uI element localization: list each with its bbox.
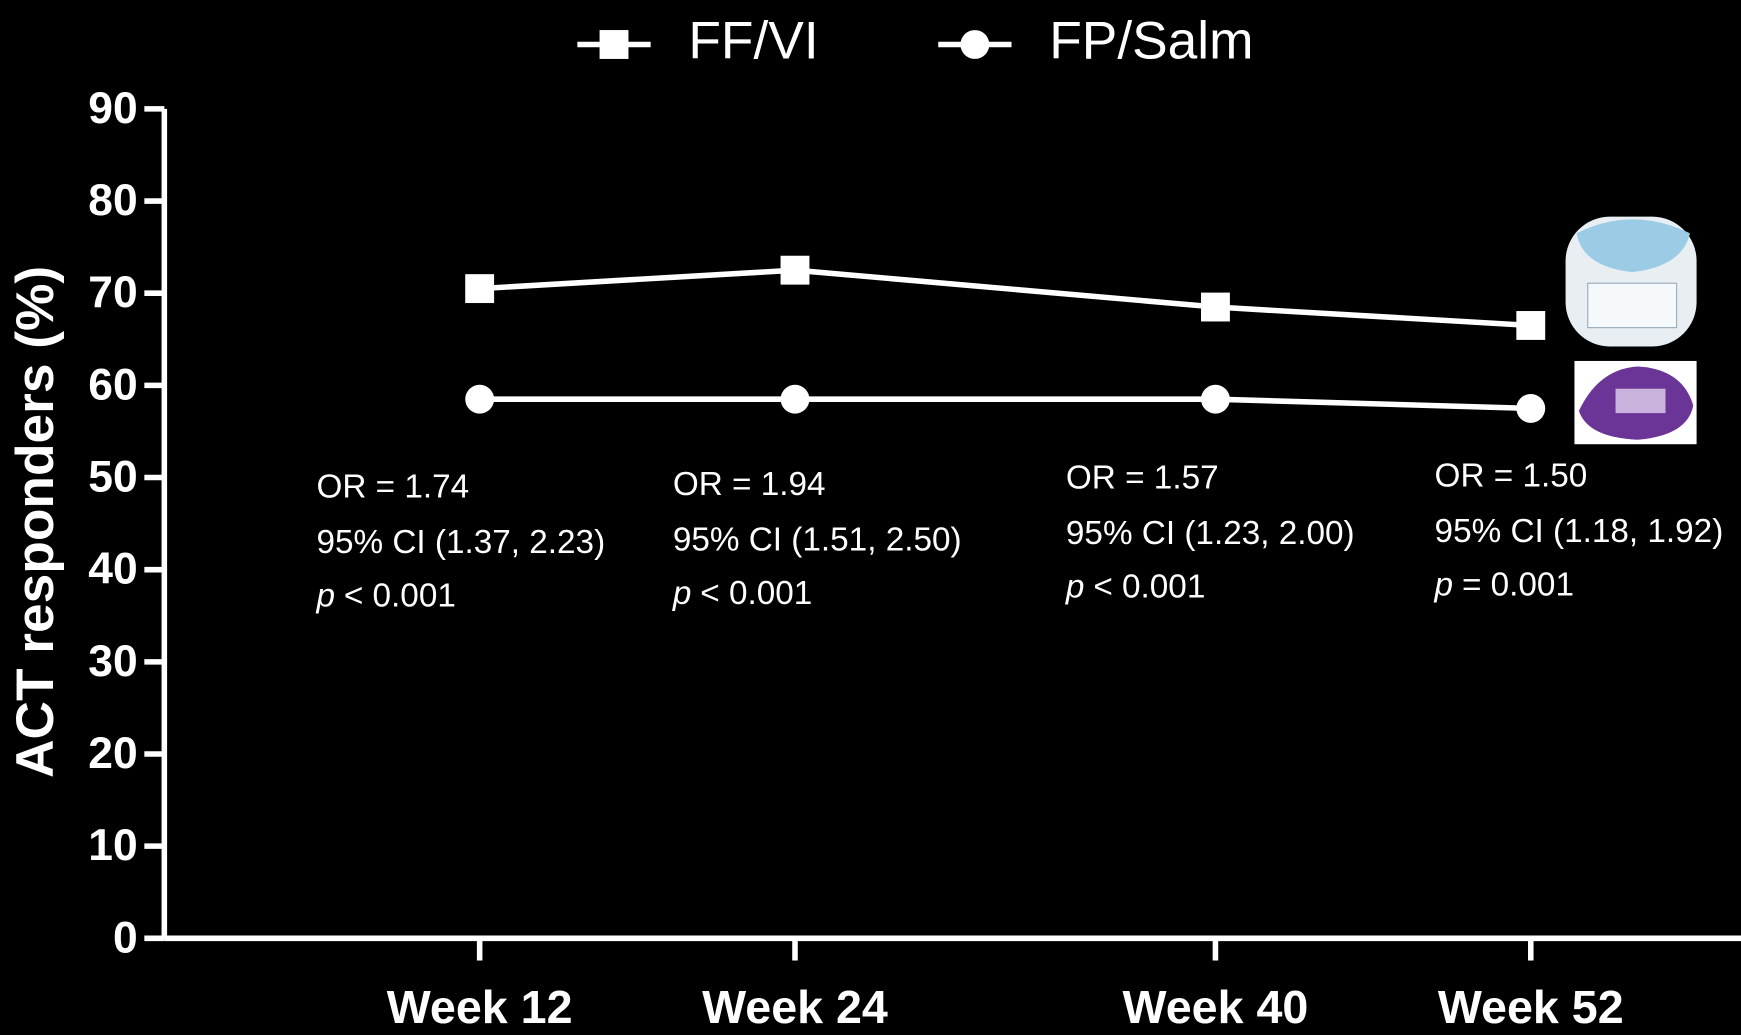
annotation-ci: 95% CI (1.18, 1.92) <box>1435 513 1724 550</box>
inhaler-diskus <box>1574 360 1697 445</box>
annotation-p-text: < 0.001 <box>344 577 456 614</box>
annotation-p-text: < 0.001 <box>1093 568 1205 605</box>
annotation-or: OR = 1.50 <box>1435 457 1588 494</box>
series-line <box>479 396 1531 412</box>
annotation-p-symbol: p <box>1434 566 1454 603</box>
annotation-p-symbol: p <box>315 577 335 614</box>
legend-label: FP/Salm <box>1049 12 1253 71</box>
marker <box>1201 292 1230 322</box>
y-tick-label: 40 <box>88 545 137 594</box>
annotation-p-symbol: p <box>1065 568 1085 605</box>
y-axis-label: ACT responders (%) <box>6 266 65 778</box>
marker <box>1516 311 1546 340</box>
marker <box>465 274 495 304</box>
y-tick-label: 70 <box>88 268 137 317</box>
annotation-ci: 95% CI (1.23, 2.00) <box>1066 515 1355 552</box>
annotation-or: OR = 1.57 <box>1066 460 1219 497</box>
x-tick-label: Week 40 <box>1123 981 1309 1033</box>
annotation-ci: 95% CI (1.51, 2.50) <box>673 522 962 559</box>
marker <box>780 384 810 414</box>
annotation-p-text: < 0.001 <box>700 575 812 612</box>
legend-label: FF/VI <box>688 12 818 71</box>
y-tick-label: 30 <box>88 637 137 686</box>
marker <box>1201 384 1230 414</box>
y-tick-label: 20 <box>88 729 137 778</box>
y-tick-label: 0 <box>113 913 138 962</box>
annotation-p: p < 0.001 <box>315 577 455 614</box>
x-tick-label: Week 52 <box>1438 981 1624 1033</box>
annotation-or: OR = 1.94 <box>673 466 826 503</box>
inhaler-ellipta <box>1565 216 1697 347</box>
y-tick-label: 60 <box>88 360 137 409</box>
y-tick-label: 10 <box>88 821 137 870</box>
annotation-p-symbol: p <box>672 575 692 612</box>
y-tick-label: 90 <box>88 84 137 133</box>
annotation-p: p < 0.001 <box>1065 568 1205 605</box>
annotation-p: p < 0.001 <box>672 575 812 612</box>
series-line <box>479 267 1531 329</box>
marker <box>960 30 990 59</box>
annotation-p: p = 0.001 <box>1434 566 1574 603</box>
x-tick-label: Week 12 <box>387 981 573 1033</box>
marker <box>1516 393 1546 423</box>
marker <box>465 384 495 414</box>
annotation-ci: 95% CI (1.37, 2.23) <box>316 524 605 561</box>
inhaler-cap <box>1576 219 1690 273</box>
inhaler-label <box>1615 388 1666 414</box>
marker <box>780 255 810 285</box>
y-tick-label: 80 <box>88 176 137 225</box>
marker <box>599 30 629 59</box>
x-tick-label: Week 24 <box>702 981 888 1033</box>
annotation-p-text: = 0.001 <box>1462 566 1574 603</box>
y-tick-label: 50 <box>88 452 137 501</box>
inhaler-label <box>1587 282 1678 329</box>
annotation-or: OR = 1.74 <box>316 468 469 505</box>
